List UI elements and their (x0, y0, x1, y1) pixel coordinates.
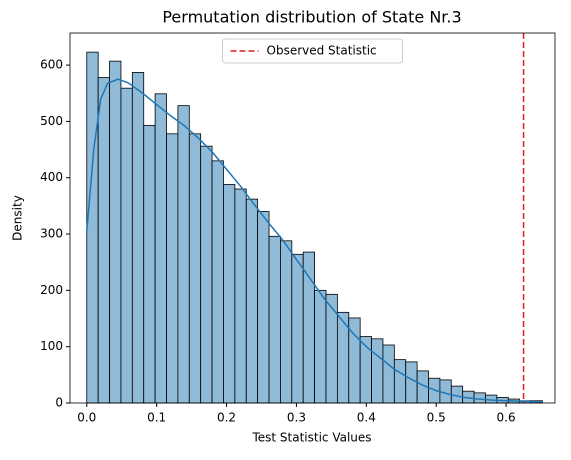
bar (109, 60, 122, 404)
bar (405, 361, 418, 404)
y-tick-label: 400 (40, 170, 63, 184)
kde-line (86, 78, 543, 403)
bar (325, 293, 338, 404)
bar (143, 124, 156, 404)
x-tick-label: 0.0 (77, 411, 96, 425)
bar (154, 93, 167, 404)
bar (86, 51, 99, 404)
y-tick-label: 500 (40, 114, 63, 128)
bar (120, 87, 133, 404)
x-tick-label: 0.1 (147, 411, 166, 425)
x-tick-label: 0.2 (217, 411, 236, 425)
bar (97, 77, 110, 404)
bar (177, 105, 190, 404)
x-axis-label: Test Statistic Values (251, 431, 371, 445)
y-axis-label: Density (11, 195, 25, 241)
chart-title: Permutation distribution of State Nr.3 (162, 8, 461, 27)
bar (234, 188, 247, 404)
bar (382, 344, 395, 404)
y-tick-label: 0 (55, 396, 63, 410)
bar (393, 359, 407, 404)
bar (223, 184, 236, 404)
bar (211, 160, 224, 404)
y-tick-label: 200 (40, 283, 63, 297)
bar (302, 251, 315, 404)
legend-box (222, 38, 403, 64)
bar (188, 133, 202, 404)
bar (371, 338, 384, 404)
y-tick-label: 300 (40, 227, 63, 241)
bar (166, 133, 179, 404)
bar (268, 235, 281, 404)
bar (280, 240, 293, 404)
bar (291, 253, 304, 404)
bar (257, 211, 270, 404)
bar (314, 289, 327, 404)
x-tick-label: 0.5 (427, 411, 446, 425)
bar (473, 392, 486, 404)
x-tick-label: 0.4 (357, 411, 376, 425)
legend-label: Observed Statistic (267, 44, 377, 58)
bar (200, 145, 213, 404)
x-tick-label: 0.6 (497, 411, 516, 425)
bar (131, 72, 145, 404)
x-tick-label: 0.3 (287, 411, 306, 425)
y-tick-label: 600 (40, 58, 63, 72)
axes-frame (69, 32, 556, 404)
y-tick-label: 100 (40, 339, 63, 353)
bar (245, 198, 259, 404)
